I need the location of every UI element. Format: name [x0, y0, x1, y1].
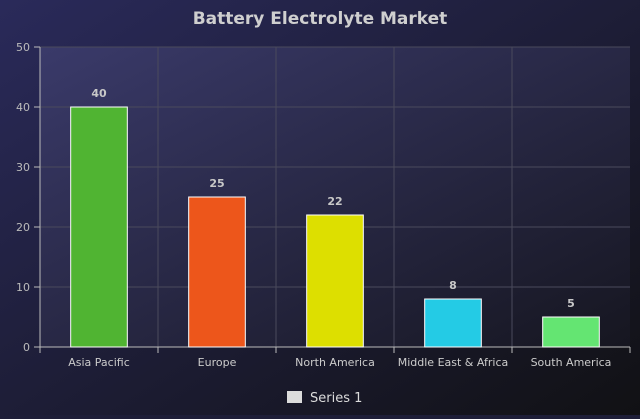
bar: [70, 106, 128, 348]
x-tick-label: Middle East & Africa: [398, 356, 509, 369]
bar-value-label: 8: [449, 279, 457, 292]
bar: [542, 316, 600, 348]
x-tick-label: Asia Pacific: [68, 356, 130, 369]
y-tick-label: 0: [23, 341, 30, 354]
x-tick-label: North America: [295, 356, 375, 369]
bar-value-label: 25: [209, 177, 224, 190]
y-tick-label: 50: [16, 41, 30, 54]
x-tick-label: Europe: [198, 356, 237, 369]
data-labels: 40 25 22 8 5: [91, 87, 574, 310]
bar-value-label: 40: [91, 87, 107, 100]
axes: 0 10 20 30 40 50 Asia Pacific Europe North Ameri…: [16, 41, 631, 369]
y-tick-label: 10: [16, 281, 30, 294]
bar-value-label: 22: [327, 195, 342, 208]
y-tick-label: 20: [16, 221, 30, 234]
legend[interactable]: Series 1: [287, 391, 362, 406]
bar: [424, 298, 482, 348]
y-tick-label: 30: [16, 161, 30, 174]
grid-lines: [40, 46, 630, 347]
legend-swatch[interactable]: [287, 391, 302, 403]
bar-series: [70, 106, 600, 348]
bar-value-label: 5: [567, 297, 575, 310]
chart-title: Battery Electrolyte Market: [193, 9, 448, 29]
x-tick-label: South America: [531, 356, 612, 369]
bar: [306, 214, 364, 348]
bar: [188, 196, 246, 348]
legend-label[interactable]: Series 1: [310, 391, 362, 406]
y-tick-label: 40: [16, 101, 30, 114]
